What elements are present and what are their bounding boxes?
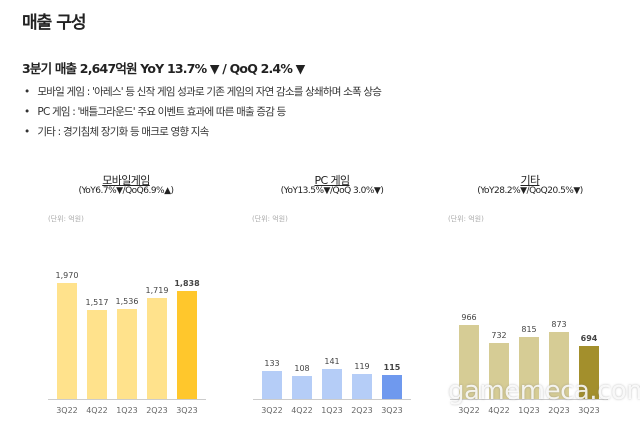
chart-subtitle: (YoY28.2%▼/QoQ20.5%▼) <box>477 186 583 196</box>
bar <box>489 342 509 399</box>
bar <box>57 283 77 399</box>
headline: 3분기 매출 2,647억원 YoY 13.7% ▼ / QoQ 2.4% ▼ <box>22 61 305 76</box>
x-axis <box>450 399 608 400</box>
unit-label: (단위: 억원) <box>448 215 484 223</box>
x-tick-label: 1Q23 <box>518 406 540 415</box>
unit-label: (단위: 억원) <box>252 215 288 223</box>
x-axis <box>48 399 206 400</box>
value-label: 1,838 <box>174 278 200 288</box>
chart-subtitle: (YoY6.7%▼/QoQ6.9%▲) <box>78 186 174 196</box>
bar <box>117 308 137 399</box>
x-tick-label: 3Q23 <box>578 406 600 415</box>
bar <box>549 332 569 399</box>
value-label: 115 <box>383 362 401 372</box>
value-label: 119 <box>354 361 370 371</box>
x-tick-label: 3Q23 <box>381 406 403 415</box>
value-label: 108 <box>294 364 310 374</box>
bar <box>519 336 539 399</box>
value-label: 1,970 <box>55 271 79 280</box>
x-tick-label: 2Q23 <box>548 406 570 415</box>
value-label: 732 <box>491 330 507 340</box>
value-label: 133 <box>264 359 280 368</box>
bar <box>352 373 372 399</box>
x-tick-label: 2Q23 <box>351 406 373 415</box>
bar <box>459 325 479 399</box>
value-label: 1,517 <box>85 297 109 307</box>
bar <box>147 297 167 399</box>
value-label: 1,719 <box>145 285 169 295</box>
value-label: 815 <box>521 324 537 334</box>
x-tick-label: 3Q22 <box>458 406 480 415</box>
x-tick-label: 3Q23 <box>176 406 198 415</box>
x-axis <box>253 399 411 400</box>
bar <box>382 374 402 399</box>
value-label: 694 <box>580 333 598 343</box>
bar <box>177 290 197 399</box>
value-label: 966 <box>461 313 477 322</box>
x-tick-label: 3Q22 <box>261 406 283 415</box>
page-title: 매출 구성 <box>22 13 86 33</box>
bar <box>322 369 342 399</box>
x-tick-label: 2Q23 <box>146 406 168 415</box>
value-label: 1,536 <box>115 296 139 306</box>
chart-title: 기타 <box>520 174 540 187</box>
x-tick-label: 4Q22 <box>291 406 313 415</box>
x-tick-label: 4Q22 <box>488 406 510 415</box>
watermark: gamemeca.com <box>448 376 640 406</box>
bullet-mobile: 모바일 게임 : '아레스' 등 신작 게임 성과로 기존 게임의 자연 감소를… <box>24 84 381 99</box>
x-tick-label: 1Q23 <box>321 406 343 415</box>
unit-label: (단위: 억원) <box>48 215 84 223</box>
chart-title: PC 게임 <box>314 174 350 187</box>
bar <box>292 376 312 399</box>
x-tick-label: 1Q23 <box>116 406 138 415</box>
chart-subtitle: (YoY13.5%▼/QoQ 3.0%▼) <box>280 186 384 196</box>
bar <box>579 345 599 399</box>
bar <box>87 309 107 399</box>
bullet-etc: 기타 : 경기침체 장기화 등 매크로 영향 지속 <box>24 124 209 139</box>
bullet-pc: PC 게임 : '배틀그라운드' 주요 이벤트 효과에 따른 매출 증감 등 <box>24 104 286 119</box>
chart-title: 모바일게임 <box>102 174 150 187</box>
value-label: 873 <box>551 320 567 330</box>
x-tick-label: 4Q22 <box>86 406 108 415</box>
value-label: 141 <box>324 357 340 367</box>
x-tick-label: 3Q22 <box>56 406 78 415</box>
bar <box>262 371 282 399</box>
